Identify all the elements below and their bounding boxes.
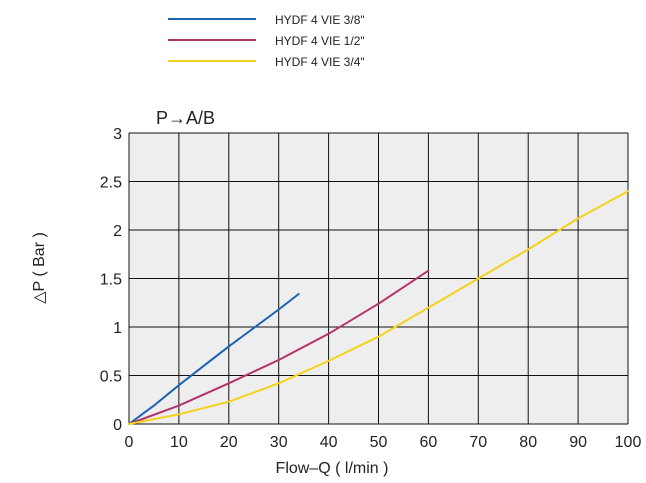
x-tick-label: 40 [320,434,338,451]
x-axis-label: Flow–Q ( l/min ) [276,460,389,477]
series-line-2 [128,269,430,425]
x-tick-label: 60 [420,434,438,451]
y-tick-labels: 0 0.5 1 1.5 2 2.5 3 [100,126,122,434]
legend-label-1: HYDF 4 VIE 3/8" [275,13,365,27]
y-tick-label: 0.5 [100,369,122,386]
series-line-3 [128,190,629,425]
x-tick-label: 50 [370,434,388,451]
y-tick-label: 0 [113,417,122,434]
legend: HYDF 4 VIE 3/8" HYDF 4 VIE 1/2" HYDF 4 VIE… [168,13,365,69]
x-tick-label: 90 [569,434,587,451]
legend-label-3: HYDF 4 VIE 3/4" [275,55,365,69]
x-tick-labels: 0 10 20 30 40 50 60 70 80 90 100 [125,434,642,451]
x-tick-label: 100 [615,434,642,451]
x-tick-label: 80 [519,434,537,451]
y-tick-label: 3 [113,126,122,143]
x-tick-label: 0 [125,434,134,451]
chart-title: P→A/B [156,108,215,128]
x-tick-label: 70 [469,434,487,451]
y-tick-label: 2 [113,223,122,240]
series-lines [128,190,629,425]
x-tick-label: 30 [270,434,288,451]
y-axis-label: △P ( Bar ) [31,232,48,304]
x-tick-label: 10 [170,434,188,451]
y-tick-label: 1.5 [100,272,122,289]
y-tick-label: 2.5 [100,175,122,192]
series-line-1 [128,293,300,425]
legend-label-2: HYDF 4 VIE 1/2" [275,34,365,48]
x-tick-label: 20 [220,434,238,451]
y-tick-label: 1 [113,320,122,337]
